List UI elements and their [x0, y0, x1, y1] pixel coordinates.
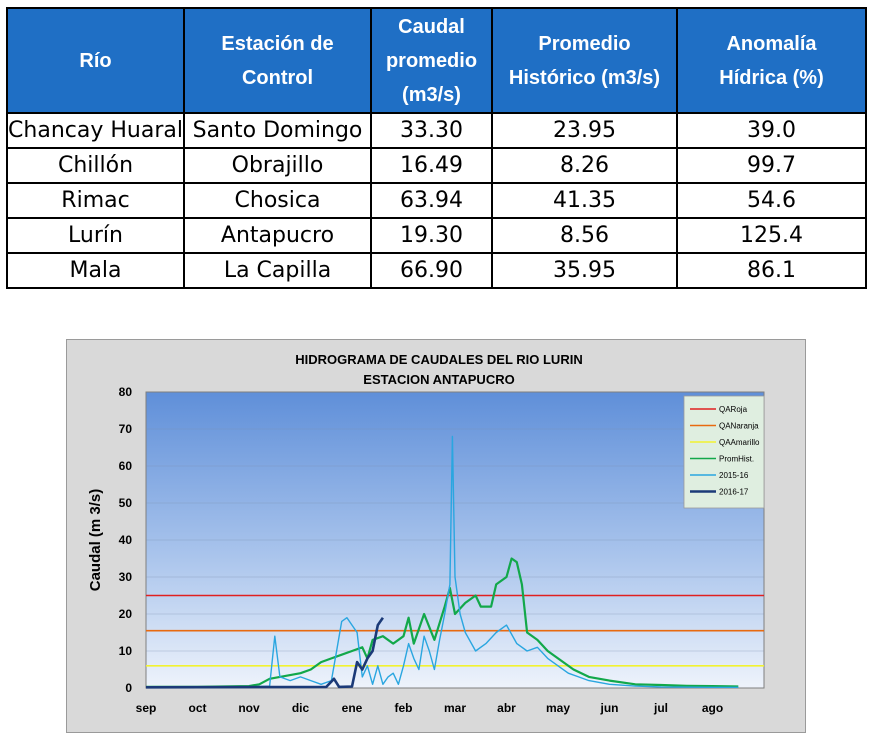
y-tick-label: 50 [119, 496, 133, 510]
table-row: Chillón Obrajillo 16.49 8.26 99.7 [6, 147, 867, 184]
y-tick-label: 30 [119, 570, 133, 584]
cell-rio: Chancay Huaral [6, 112, 185, 149]
y-axis-label: Caudal (m 3/s) [87, 489, 104, 592]
series-line-2016-17 [145, 616, 384, 689]
chart-title-line1: HIDROGRAMA DE CAUDALES DEL RIO LURIN [295, 352, 582, 367]
x-tick-label: abr [497, 701, 516, 715]
cell-estacion: Chosica [183, 182, 372, 219]
header-rio: Río [6, 7, 185, 114]
cell-rio: Chillón [6, 147, 185, 184]
chart-title-line2: ESTACION ANTAPUCRO [363, 372, 514, 387]
y-tick-label: 60 [119, 459, 133, 473]
cell-estacion: La Capilla [183, 252, 372, 289]
cell-estacion: Obrajillo [183, 147, 372, 184]
x-tick-label: feb [395, 701, 413, 715]
legend-label: 2016-17 [719, 488, 749, 497]
table-row: Chancay Huaral Santo Domingo 33.30 23.95… [6, 112, 867, 149]
legend-label: PromHist. [719, 455, 754, 464]
hydrograph-svg: HIDROGRAMA DE CAUDALES DEL RIO LURIN EST… [87, 352, 765, 715]
cell-rio: Lurín [6, 217, 185, 254]
cell-rio: Rimac [6, 182, 185, 219]
cell-promedio: 23.95 [491, 112, 678, 149]
x-tick-label: jul [653, 701, 668, 715]
cell-anomalia: 86.1 [676, 252, 867, 289]
cell-caudal: 19.30 [370, 217, 493, 254]
legend-label: QANaranja [719, 422, 759, 431]
y-tick-label: 20 [119, 607, 133, 621]
cell-promedio: 8.26 [491, 147, 678, 184]
x-tick-label: may [546, 701, 570, 715]
table-row: Lurín Antapucro 19.30 8.56 125.4 [6, 217, 867, 254]
x-tick-label: nov [238, 701, 260, 715]
legend-box [683, 395, 765, 509]
cell-estacion: Antapucro [183, 217, 372, 254]
legend-label: 2015-16 [719, 471, 749, 480]
cell-caudal: 16.49 [370, 147, 493, 184]
table-header-row: Río Estación de Control Caudal promedio (m3… [6, 7, 867, 114]
cell-anomalia: 125.4 [676, 217, 867, 254]
cell-caudal: 66.90 [370, 252, 493, 289]
cell-estacion: Santo Domingo [183, 112, 372, 149]
cell-promedio: 41.35 [491, 182, 678, 219]
river-flow-table: Río Estación de Control Caudal promedio (m3… [6, 7, 867, 289]
cell-caudal: 63.94 [370, 182, 493, 219]
y-tick-label: 70 [119, 422, 133, 436]
cell-anomalia: 99.7 [676, 147, 867, 184]
x-tick-label: mar [444, 701, 466, 715]
header-promedio: Promedio Histórico (m3/s) [491, 7, 678, 114]
legend-label: QARoja [719, 405, 748, 414]
cell-promedio: 35.95 [491, 252, 678, 289]
cell-promedio: 8.56 [491, 217, 678, 254]
header-caudal: Caudal promedio (m3/s) [370, 7, 493, 114]
x-tick-label: jun [600, 701, 619, 715]
series-line-promhist- [146, 557, 739, 688]
legend-label: QAAmarillo [719, 438, 760, 447]
y-tick-label: 40 [119, 533, 133, 547]
cell-caudal: 33.30 [370, 112, 493, 149]
x-tick-label: ago [702, 701, 723, 715]
hydrograph-chart: HIDROGRAMA DE CAUDALES DEL RIO LURIN EST… [66, 339, 806, 733]
header-anomalia: Anomalía Hídrica (%) [676, 7, 867, 114]
cell-anomalia: 54.6 [676, 182, 867, 219]
series-line-2015-16 [145, 435, 739, 689]
table-row: Mala La Capilla 66.90 35.95 86.1 [6, 252, 867, 289]
y-tick-label: 10 [119, 644, 133, 658]
legend: QARoja QANaranja QAAmarillo PromHist. 2015-1… [683, 395, 765, 509]
x-tick-label: sep [136, 701, 157, 715]
x-tick-label: ene [342, 701, 363, 715]
x-tick-label: dic [292, 701, 310, 715]
cell-anomalia: 39.0 [676, 112, 867, 149]
y-tick-label: 80 [119, 385, 133, 399]
x-tick-label: oct [189, 701, 207, 715]
cell-rio: Mala [6, 252, 185, 289]
table-row: Rimac Chosica 63.94 41.35 54.6 [6, 182, 867, 219]
header-estacion: Estación de Control [183, 7, 372, 114]
y-tick-label: 0 [125, 681, 132, 695]
